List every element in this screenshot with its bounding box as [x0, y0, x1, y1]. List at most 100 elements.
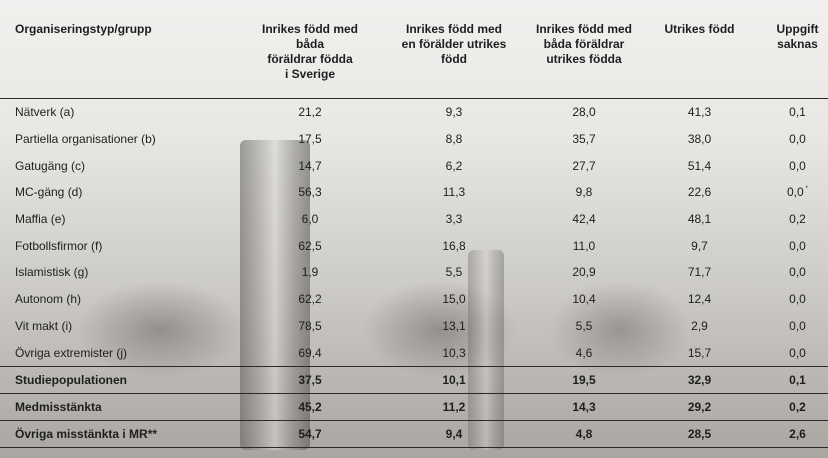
header-row: Organiseringstyp/grupp Inrikes född med b… [0, 0, 828, 99]
value-cell: 51,4 [687, 158, 712, 173]
value-cell: 22,6 [687, 185, 712, 200]
value-cell: 0,0 [789, 345, 806, 360]
row-label: MC-gäng (d) [15, 185, 83, 200]
row-label: Fotbollsfirmor (f) [15, 238, 103, 253]
value-cell: 35,7 [572, 132, 596, 147]
value-cell: 69,4 [298, 345, 322, 360]
row-label: Autonom (h) [15, 292, 82, 307]
value-cell: 10,1 [387, 365, 521, 394]
value-cell: 6,2 [445, 158, 463, 173]
value-cell: 21,2 [298, 105, 322, 120]
table-row: Autonom (h) 62,2 15,0 10,4 12,4 0,0 [0, 286, 828, 313]
value-cell: 0,0 [789, 238, 806, 253]
value-cell: 28,0 [572, 105, 596, 120]
header-cell: Uppgift saknas [752, 0, 828, 99]
value-cell: 71,7 [687, 265, 712, 280]
value-cell: 37,5 [233, 365, 387, 394]
value-cell: 54,7 [233, 419, 387, 448]
value-cell: 17,5 [298, 132, 322, 147]
value-cell: 62,5 [298, 238, 322, 253]
value-cell: 0,2 [789, 212, 806, 227]
table-row: Partiella organisationer (b) 17,5 8,8 35,7 3… [0, 126, 828, 153]
value-cell: 13,1 [442, 318, 466, 333]
value-cell: 38,0 [687, 132, 712, 147]
row-label: Studiepopulationen [0, 365, 233, 394]
data-table: Organiseringstyp/grupp Inrikes född med b… [0, 0, 828, 448]
value-cell: 0,2 [752, 392, 828, 421]
value-cell: 42,4 [572, 212, 596, 227]
table-body: Nätverk (a) 21,2 9,3 28,0 41,3 0,1 Partiella o… [0, 99, 828, 448]
table-row: Studiepopulationen 37,5 10,1 19,5 32,9 0,1 [0, 365, 828, 394]
value-cell: 0,0 [789, 318, 806, 333]
value-cell: 19,5 [521, 365, 647, 394]
table-row: Övriga misstänkta i MR** 54,7 9,4 4,8 28,5 2,… [0, 419, 828, 448]
value-cell: 4,6 [575, 345, 593, 360]
value-cell: 2,9 [691, 318, 708, 333]
value-cell: 4,8 [521, 419, 647, 448]
row-label: Gatugäng (c) [15, 158, 86, 173]
value-cell: 48,1 [687, 212, 712, 227]
value-cell: 9,8 [575, 185, 593, 200]
table-row: Gatugäng (c) 14,7 6,2 27,7 51,4 0,0 [0, 152, 828, 179]
value-cell: 9,4 [387, 419, 521, 448]
table-row: Islamistisk (g) 1,9 5,5 20,9 71,7 0,0 [0, 259, 828, 286]
header-cell: Inrikes född med båda föräldrar utrikes fö… [521, 0, 647, 99]
value-cell: 27,7 [572, 158, 596, 173]
value-cell: 14,3 [521, 392, 647, 421]
value-cell: 20,9 [572, 265, 596, 280]
table-row: Fotbollsfirmor (f) 62,5 16,8 11,0 9,7 0,0 [0, 232, 828, 259]
footnote-mark: * [805, 186, 809, 193]
value-cell: 2,6 [752, 419, 828, 448]
value-cell: 11,2 [387, 392, 521, 421]
table-row: Maffia (e) 6,0 3,3 42,4 48,1 0,2 [0, 206, 828, 233]
value-cell: 0,0 [789, 292, 806, 307]
value-cell: 15,0 [442, 292, 466, 307]
value-cell: 1,9 [301, 265, 319, 280]
table-row: Medmisstänkta 45,2 11,2 14,3 29,2 0,2 [0, 392, 828, 421]
value-cell: 0,0 * [786, 185, 809, 200]
value-cell: 9,3 [445, 105, 463, 120]
value-cell: 29,2 [647, 392, 752, 421]
value-cell: 28,5 [647, 419, 752, 448]
value-cell: 0,0 [789, 265, 806, 280]
value-cell: 11,0 [572, 238, 596, 253]
value-cell: 15,7 [687, 345, 712, 360]
value-cell: 0,0 [789, 132, 806, 147]
value-cell: 5,5 [445, 265, 463, 280]
value-cell: 14,7 [298, 158, 322, 173]
row-label: Partiella organisationer (b) [15, 132, 156, 147]
value-cell: 11,3 [442, 185, 466, 200]
header-cell: Organiseringstyp/grupp [0, 0, 233, 99]
table-row: Vit makt (i) 78,5 13,1 5,5 2,9 0,0 [0, 313, 828, 340]
value-cell: 3,3 [445, 212, 463, 227]
row-label: Medmisstänkta [0, 392, 233, 421]
value-cell: 0,0 [789, 158, 806, 173]
row-label: Maffia (e) [15, 212, 66, 227]
value-cell: 9,7 [691, 238, 708, 253]
header-cell: Inrikes född med en förälder utrikes född [387, 0, 521, 99]
value-cell: 0,1 [752, 365, 828, 394]
table-row: Övriga extremister (j) 69,4 10,3 4,6 15,7 0,0 [0, 339, 828, 366]
value-cell: 12,4 [687, 292, 712, 307]
value-cell: 10,4 [572, 292, 596, 307]
table-row: MC-gäng (d) 56,3 11,3 9,8 22,6 0,0 * [0, 179, 828, 206]
value-cell: 10,3 [442, 345, 466, 360]
value-cell: 5,5 [575, 318, 593, 333]
row-label: Nätverk (a) [15, 105, 75, 120]
value-cell: 16,8 [442, 238, 466, 253]
value-cell: 78,5 [298, 318, 322, 333]
row-label: Vit makt (i) [15, 318, 73, 333]
row-label: Övriga extremister (j) [15, 345, 128, 360]
value-cell: 6,0 [301, 212, 319, 227]
value-cell: 8,8 [445, 132, 463, 147]
value-cell: 41,3 [687, 105, 712, 120]
value-cell: 0,1 [789, 105, 806, 120]
value-cell: 62,2 [298, 292, 322, 307]
header-cell: Inrikes född med båda föräldrar födda i Sve… [233, 0, 387, 99]
row-label: Övriga misstänkta i MR** [0, 419, 233, 448]
value-cell: 45,2 [233, 392, 387, 421]
table-row: Nätverk (a) 21,2 9,3 28,0 41,3 0,1 [0, 99, 828, 126]
header-cell: Utrikes född [647, 0, 752, 99]
value-cell: 56,3 [298, 185, 322, 200]
